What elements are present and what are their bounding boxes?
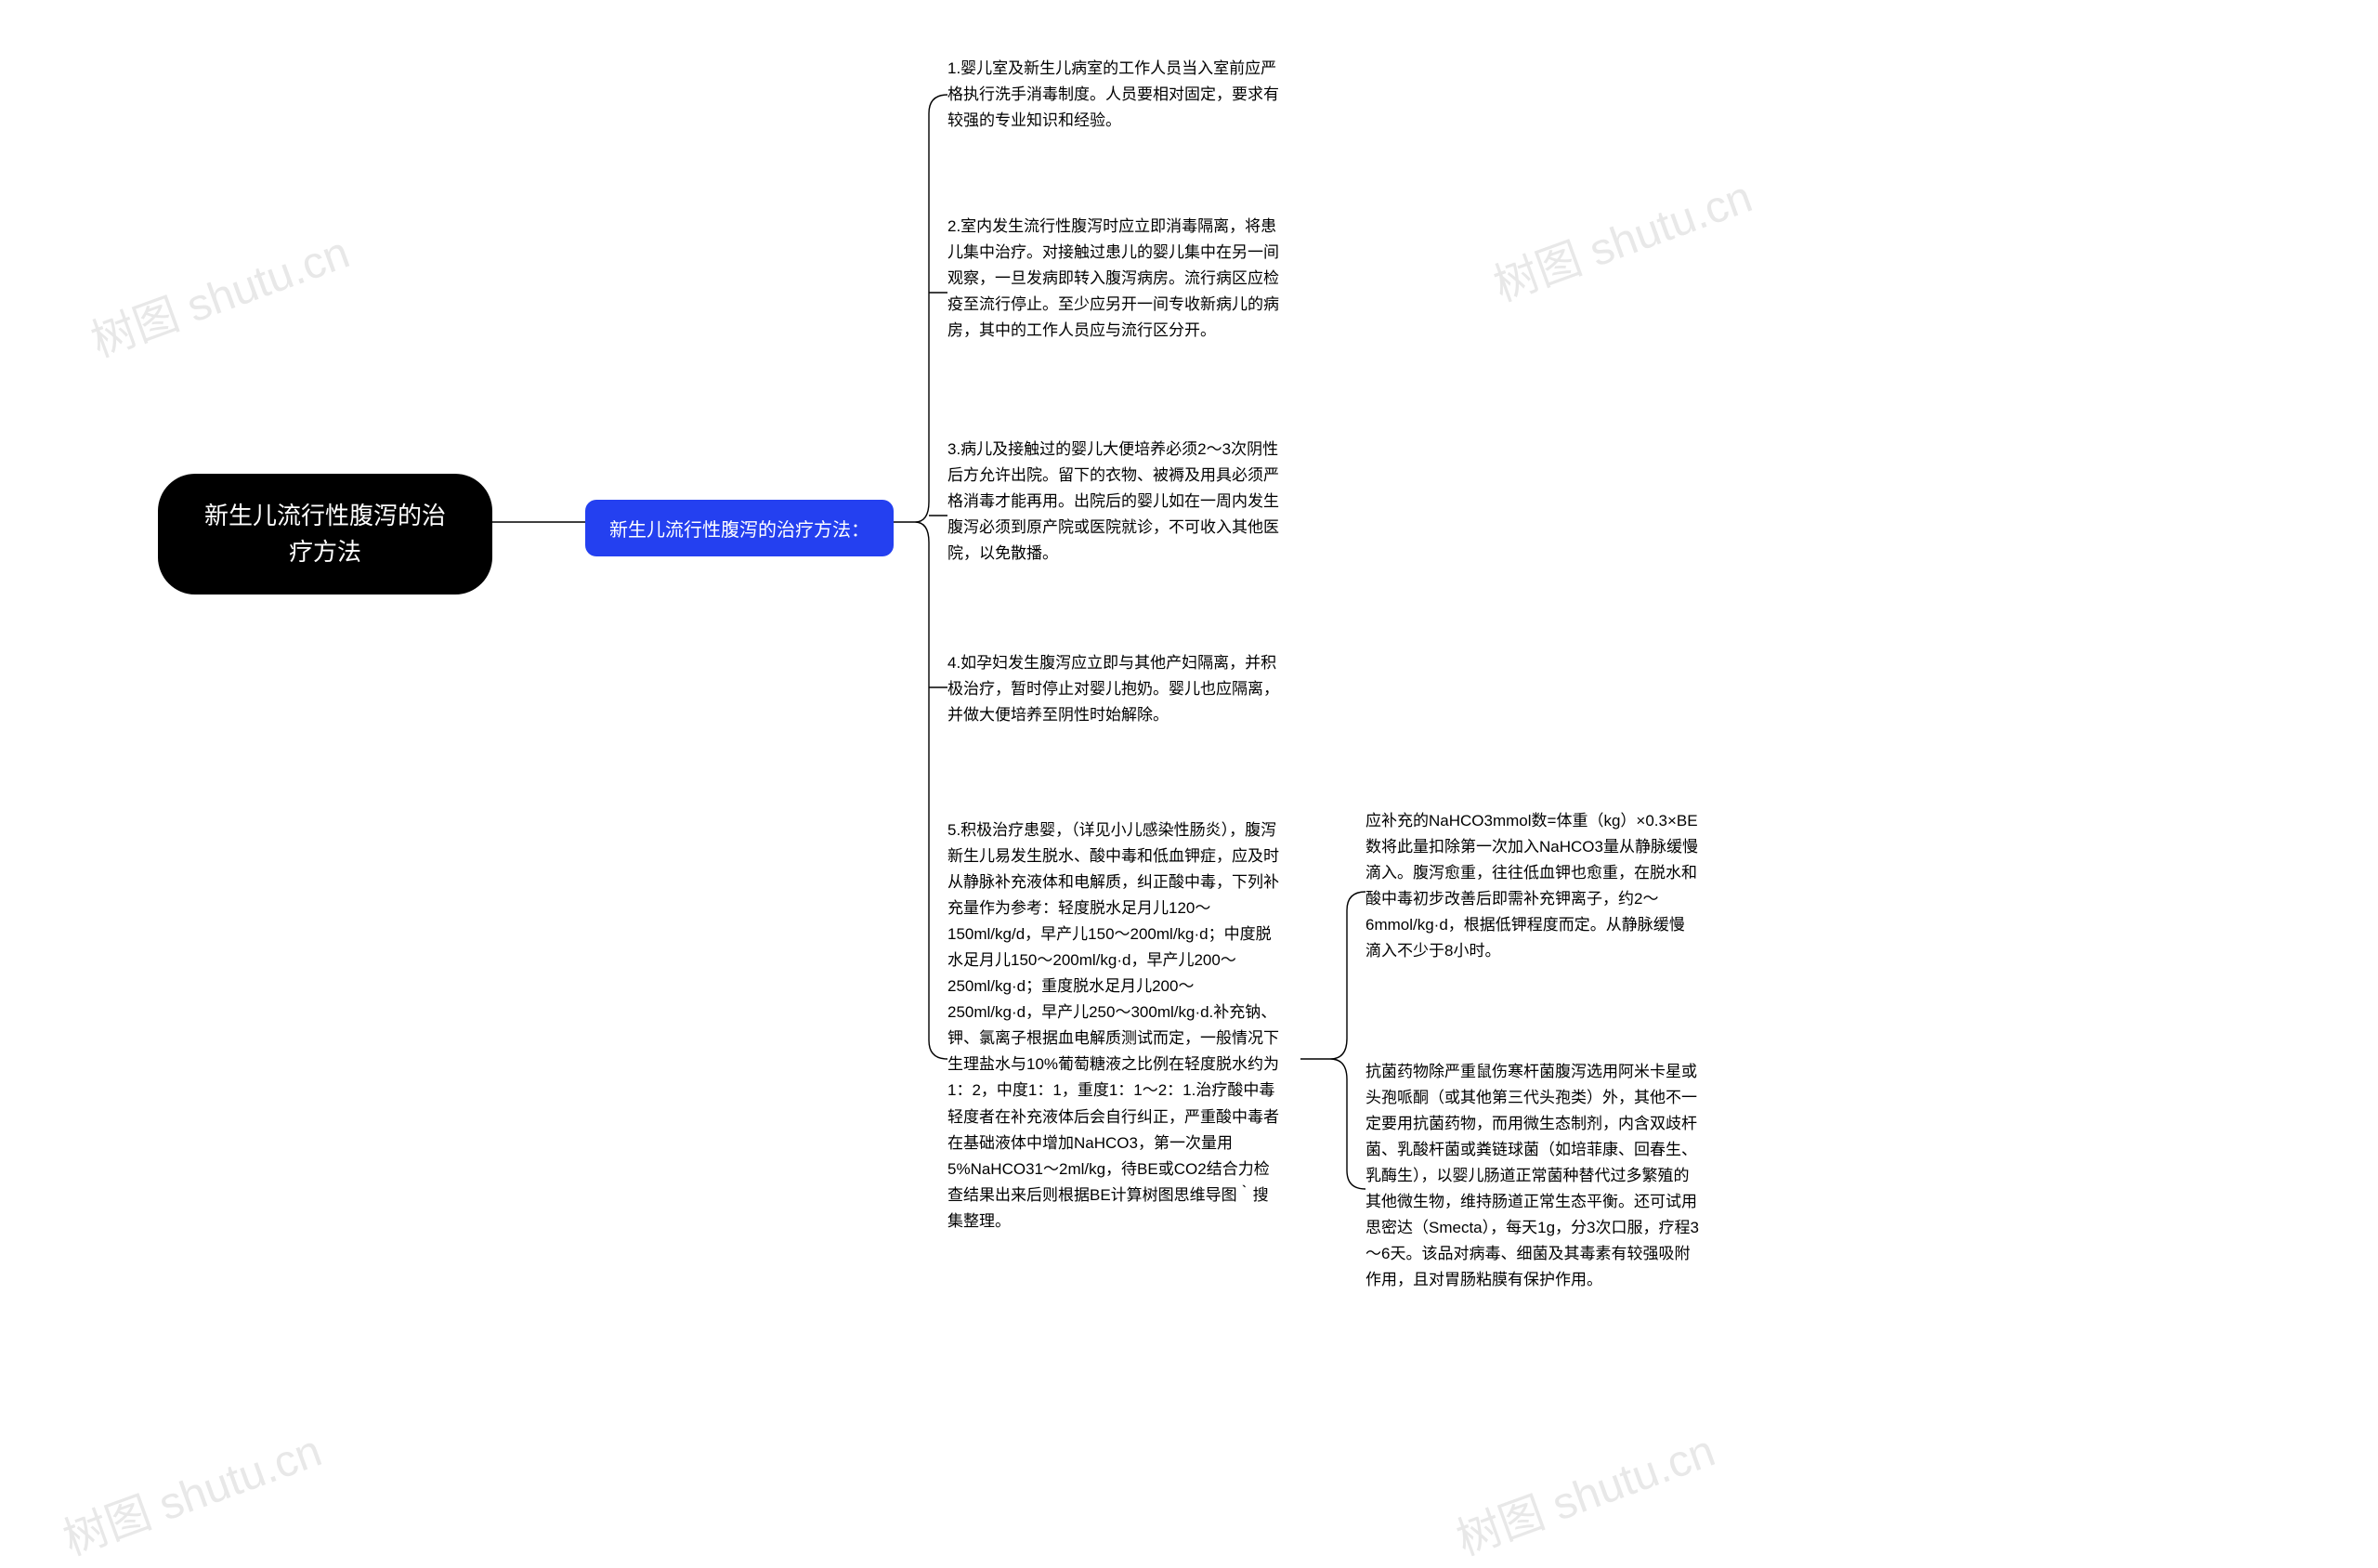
mindmap-root[interactable]: 新生儿流行性腹泻的治疗方法: [158, 474, 492, 595]
mindmap-leaf[interactable]: 4.如孕妇发生腹泻应立即与其他产妇隔离，并积极治疗，暂时停止对婴儿抱奶。婴儿也应…: [947, 650, 1282, 728]
mindmap-leaf[interactable]: 2.室内发生流行性腹泻时应立即消毒隔离，将患儿集中治疗。对接触过患儿的婴儿集中在…: [947, 214, 1282, 344]
leaf-text: 3.病儿及接触过的婴儿大便培养必须2～3次阴性后方允许出院。留下的衣物、被褥及用…: [947, 440, 1279, 562]
mindmap-subleaf[interactable]: 应补充的NaHCO3mmol数=体重（kg）×0.3×BE数将此量扣除第一次加入…: [1365, 808, 1700, 964]
watermark: 树图 shutu.cn: [1446, 1414, 1722, 1567]
mindmap-leaf[interactable]: 5.积极治疗患婴，（详见小儿感染性肠炎），腹泻新生儿易发生脱水、酸中毒和低血钾症…: [947, 817, 1282, 1235]
leaf-text: 2.室内发生流行性腹泻时应立即消毒隔离，将患儿集中治疗。对接触过患儿的婴儿集中在…: [947, 217, 1279, 339]
watermark: 树图 shutu.cn: [81, 216, 357, 369]
subleaf-text: 抗菌药物除严重鼠伤寒杆菌腹泻选用阿米卡星或头孢哌酮（或其他第三代头孢类）外，其他…: [1365, 1063, 1699, 1288]
mindmap-level1[interactable]: 新生儿流行性腹泻的治疗方法：: [585, 500, 894, 556]
leaf-text: 5.积极治疗患婴，（详见小儿感染性肠炎），腹泻新生儿易发生脱水、酸中毒和低血钾症…: [947, 821, 1279, 1230]
subleaf-text: 应补充的NaHCO3mmol数=体重（kg）×0.3×BE数将此量扣除第一次加入…: [1365, 812, 1698, 960]
watermark: 树图 shutu.cn: [1483, 160, 1759, 313]
leaf-text: 4.如孕妇发生腹泻应立即与其他产妇隔离，并积极治疗，暂时停止对婴儿抱奶。婴儿也应…: [947, 654, 1279, 724]
mindmap-subleaf[interactable]: 抗菌药物除严重鼠伤寒杆菌腹泻选用阿米卡星或头孢哌酮（或其他第三代头孢类）外，其他…: [1365, 1059, 1700, 1293]
watermark: 树图 shutu.cn: [53, 1414, 329, 1567]
leaf-text: 1.婴儿室及新生儿病室的工作人员当入室前应严格执行洗手消毒制度。人员要相对固定，…: [947, 59, 1279, 129]
level1-label: 新生儿流行性腹泻的治疗方法：: [609, 520, 869, 541]
root-label: 新生儿流行性腹泻的治疗方法: [204, 502, 446, 566]
mindmap-leaf[interactable]: 3.病儿及接触过的婴儿大便培养必须2～3次阴性后方允许出院。留下的衣物、被褥及用…: [947, 437, 1282, 567]
mindmap-leaf[interactable]: 1.婴儿室及新生儿病室的工作人员当入室前应严格执行洗手消毒制度。人员要相对固定，…: [947, 56, 1282, 134]
